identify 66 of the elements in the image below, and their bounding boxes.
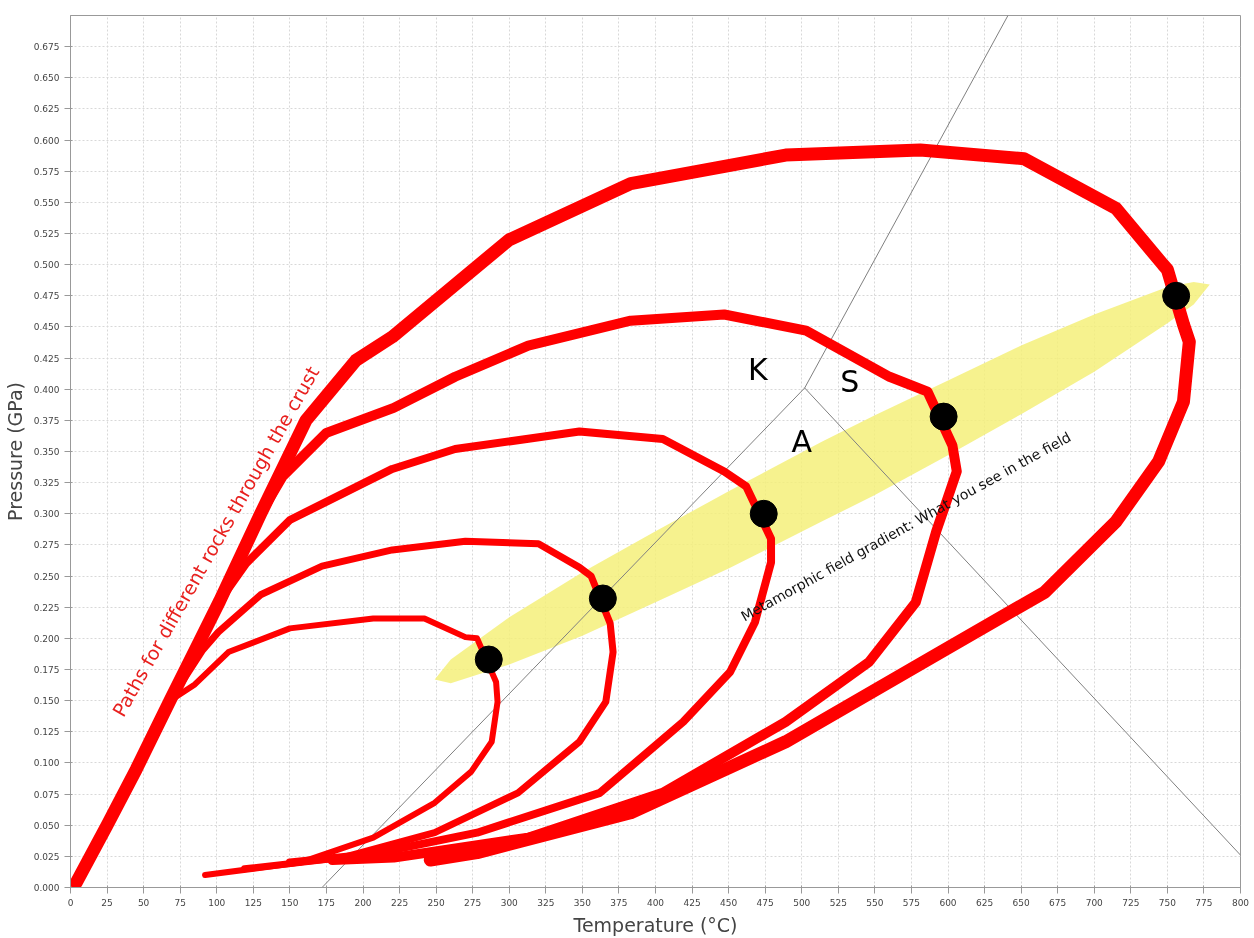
y-tick-label: 0.650 — [33, 73, 60, 84]
y-tick-label: 0.175 — [33, 665, 60, 675]
y-tick-label: 0.000 — [33, 883, 60, 893]
annotation: A — [791, 424, 813, 460]
x-tick-label: 25 — [101, 897, 113, 908]
y-tick-label: 0.625 — [33, 104, 60, 115]
y-tick-label: 0.125 — [33, 727, 60, 738]
x-tick-label: 300 — [500, 897, 519, 908]
y-tick-label: 0.450 — [33, 322, 60, 333]
x-tick-label: 350 — [573, 897, 592, 908]
y-tick-label: 0.375 — [33, 415, 60, 426]
x-tick-label: 50 — [137, 897, 150, 908]
y-tick-label: 0.325 — [33, 478, 60, 489]
x-tick-label: 275 — [464, 897, 482, 908]
x-tick-label: 775 — [1195, 897, 1213, 908]
y-tick-label: 0.275 — [33, 540, 60, 551]
y-tick-label: 0.525 — [33, 229, 60, 239]
y-tick-label: 0.550 — [33, 197, 60, 208]
x-tick-label: 175 — [317, 897, 336, 908]
annotation: S — [840, 364, 860, 400]
x-tick-label: 250 — [427, 897, 445, 908]
x-tick-label: 750 — [1158, 897, 1177, 908]
y-tick-label: 0.475 — [33, 291, 60, 302]
y-tick-label: 0.350 — [33, 447, 60, 457]
y-tick-label: 0.600 — [33, 135, 60, 146]
x-tick-label: 500 — [793, 897, 811, 908]
y-tick-label: 0.575 — [33, 166, 60, 177]
y-tick-label: 0.100 — [33, 758, 60, 769]
x-axis-title: Temperature (°C) — [572, 913, 738, 936]
x-tick-label: 100 — [208, 897, 226, 908]
x-tick-label: 675 — [1049, 897, 1067, 908]
y-tick-label: 0.250 — [33, 571, 60, 582]
x-tick-label: 450 — [720, 897, 738, 908]
annotation: K — [748, 352, 770, 388]
x-tick-label: 725 — [1122, 897, 1140, 908]
x-tick-label: 75 — [174, 897, 186, 908]
y-tick-label: 0.200 — [33, 633, 60, 644]
x-tick-label: 200 — [354, 897, 372, 908]
x-tick-label: 375 — [610, 897, 628, 908]
x-tick-label: 800 — [1231, 897, 1250, 908]
y-tick-label: 0.025 — [33, 851, 60, 862]
y-tick-label: 0.075 — [33, 789, 60, 800]
x-tick-label: 425 — [683, 897, 701, 908]
x-tick-label: 400 — [646, 897, 665, 908]
y-tick-label: 0.300 — [33, 509, 60, 520]
x-tick-label: 475 — [756, 897, 774, 908]
x-tick-label: 225 — [390, 897, 409, 908]
y-tick-label: 0.225 — [33, 602, 60, 613]
x-tick-label: 550 — [866, 897, 884, 908]
x-tick-label: 525 — [829, 897, 847, 908]
x-tick-label: 625 — [975, 897, 994, 908]
x-tick-label: 650 — [1012, 897, 1030, 908]
x-tick-label: 125 — [244, 897, 262, 908]
y-tick-label: 0.400 — [33, 384, 60, 395]
x-tick-label: 575 — [902, 897, 921, 908]
y-tick-label: 0.675 — [33, 42, 60, 53]
x-tick-label: 150 — [281, 897, 299, 908]
y-tick-label: 0.150 — [33, 696, 60, 707]
y-tick-label: 0.425 — [33, 353, 60, 364]
x-tick-label: 700 — [1085, 897, 1104, 908]
x-tick-label: 600 — [939, 897, 957, 908]
y-tick-label: 0.050 — [33, 820, 60, 831]
y-tick-label: 0.500 — [33, 260, 60, 271]
y-axis-title: Pressure (GPa) — [3, 382, 26, 521]
x-tick-label: 0 — [67, 897, 74, 908]
x-tick-label: 325 — [537, 897, 555, 908]
